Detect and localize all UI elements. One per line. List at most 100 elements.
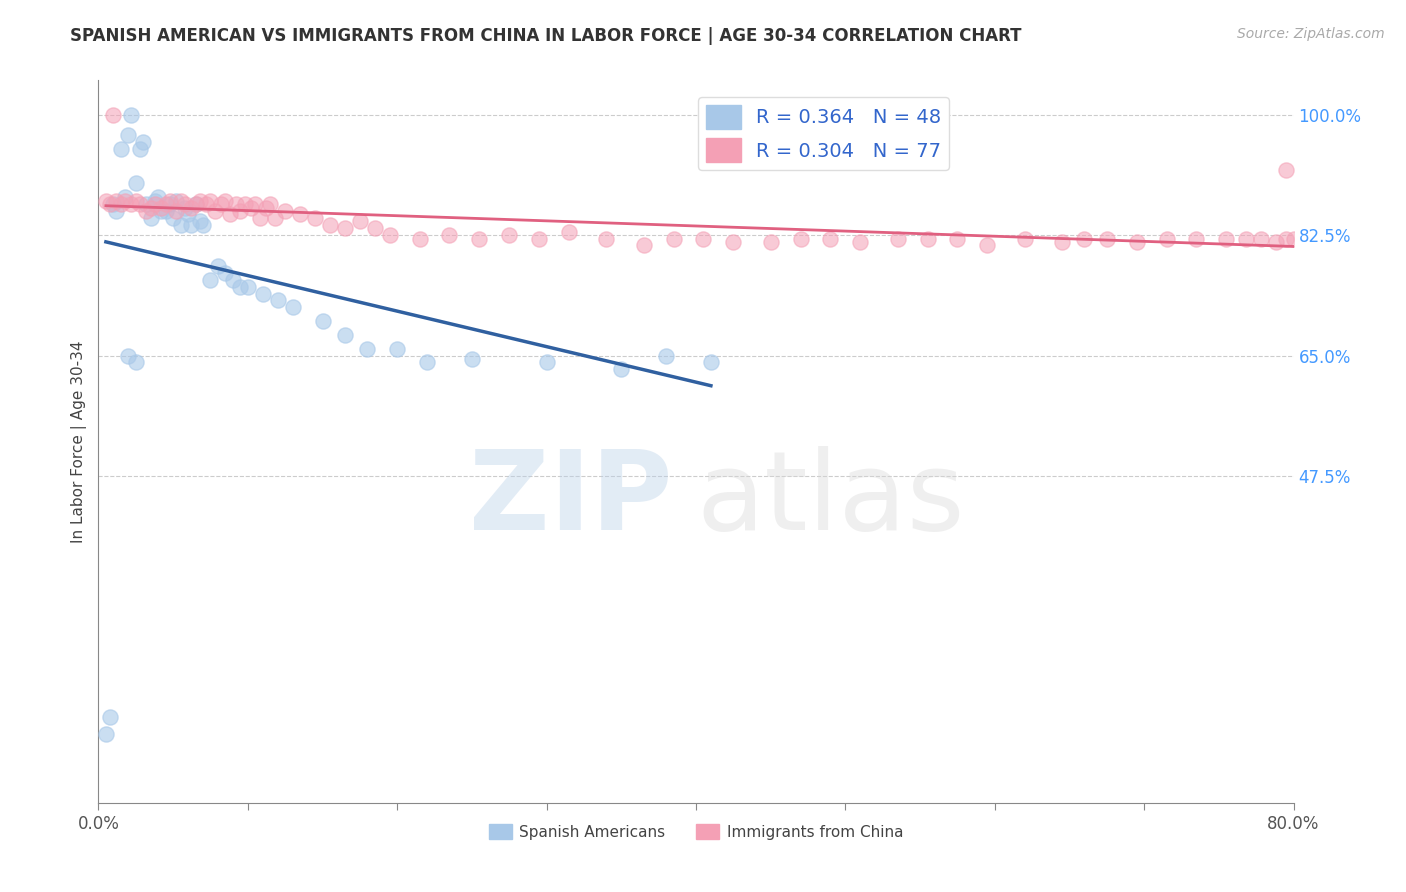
Point [114,190,136,204]
Point [385,342,409,356]
Point [222,273,245,287]
Point [349,214,371,228]
Point [254,201,277,215]
Point [333,221,356,235]
Point [229,204,252,219]
Point [595,231,617,245]
Point [214,194,236,208]
Point [820,231,842,245]
Point [120,197,142,211]
Point [1250,231,1272,245]
Point [180,218,202,232]
Point [1215,231,1237,245]
Point [468,231,491,245]
Point [304,211,326,225]
Point [259,197,281,211]
Point [1275,162,1298,177]
Point [114,194,136,208]
Point [125,194,148,208]
Point [94,194,117,208]
Point [700,355,723,369]
Point [143,197,166,211]
Point [139,211,162,225]
Point [177,207,200,221]
Point [207,259,229,273]
Point [263,211,285,225]
Text: ZIP: ZIP [468,446,672,553]
Point [849,235,872,249]
Point [225,197,247,211]
Point [155,197,177,211]
Point [184,197,207,211]
Point [105,194,128,208]
Point [191,218,214,232]
Point [148,190,170,204]
Point [274,204,297,219]
Point [229,279,252,293]
Point [132,135,155,149]
Point [252,286,274,301]
Point [139,201,162,215]
Point [461,351,484,366]
Point [204,204,226,219]
Y-axis label: In Labor Force | Age 30-34: In Labor Force | Age 30-34 [72,340,87,543]
Point [311,314,333,328]
Point [117,128,139,143]
Text: atlas: atlas [696,446,965,553]
Point [1050,235,1073,249]
Point [946,231,969,245]
Point [356,342,378,356]
Point [103,197,125,211]
Point [976,238,998,252]
Point [195,197,218,211]
Point [245,197,267,211]
Text: Source: ZipAtlas.com: Source: ZipAtlas.com [1237,27,1385,41]
Point [165,204,187,219]
Point [125,177,148,191]
Point [150,201,173,215]
Text: SPANISH AMERICAN VS IMMIGRANTS FROM CHINA IN LABOR FORCE | AGE 30-34 CORRELATION: SPANISH AMERICAN VS IMMIGRANTS FROM CHIN… [70,27,1022,45]
Point [125,355,148,369]
Point [174,201,197,215]
Point [135,204,157,219]
Point [249,211,271,225]
Point [120,108,142,122]
Point [1185,231,1208,245]
Point [180,201,202,215]
Point [233,197,256,211]
Point [364,221,387,235]
Point [98,197,122,211]
Point [117,349,139,363]
Point [1073,231,1095,245]
Point [498,228,520,243]
Point [135,197,157,211]
Point [1282,231,1305,245]
Point [98,710,122,724]
Point [159,194,181,208]
Point [886,231,908,245]
Point [159,197,181,211]
Point [1156,231,1178,245]
Point [1014,231,1036,245]
Point [105,204,128,219]
Point [267,293,290,308]
Point [655,349,678,363]
Point [378,228,401,243]
Point [319,218,342,232]
Point [184,197,207,211]
Point [416,355,439,369]
Point [200,194,222,208]
Point [1234,231,1257,245]
Point [236,279,259,293]
Point [1125,235,1147,249]
Point [94,727,117,741]
Point [633,238,655,252]
Legend: Spanish Americans, Immigrants from China: Spanish Americans, Immigrants from China [482,818,910,846]
Point [155,204,177,219]
Point [558,225,581,239]
Point [188,214,211,228]
Point [439,228,461,243]
Point [110,197,132,211]
Point [281,301,304,315]
Point [239,201,262,215]
